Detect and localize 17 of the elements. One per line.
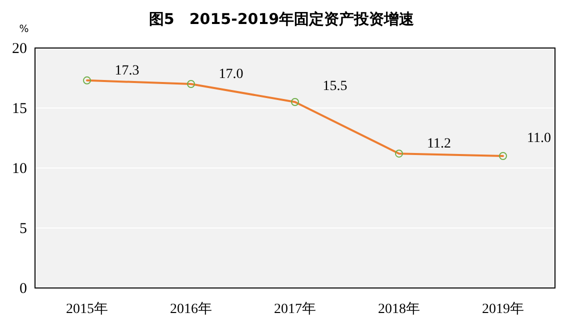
x-tick-label: 2016年 (170, 301, 212, 317)
chart-title: 图5 2015-2019年固定资产投资增速 (148, 10, 416, 28)
x-tick-label: 2019年 (482, 301, 524, 317)
y-tick-label: 15 (12, 101, 27, 117)
y-axis-title: % (19, 24, 29, 35)
x-tick-label: 2018年 (378, 301, 420, 317)
x-tick-label: 2015年 (66, 301, 108, 317)
data-label: 11.2 (427, 136, 451, 152)
y-tick-label: 5 (20, 221, 27, 237)
data-label: 11.0 (527, 131, 551, 146)
y-tick-label: 0 (20, 281, 27, 297)
data-label: 17.3 (114, 63, 140, 78)
data-label: 17.0 (218, 67, 244, 82)
y-tick-label: 20 (12, 41, 27, 57)
y-tick-label: 10 (12, 161, 27, 177)
x-tick-label: 2017年 (274, 301, 316, 317)
data-label: 15.5 (322, 79, 348, 94)
